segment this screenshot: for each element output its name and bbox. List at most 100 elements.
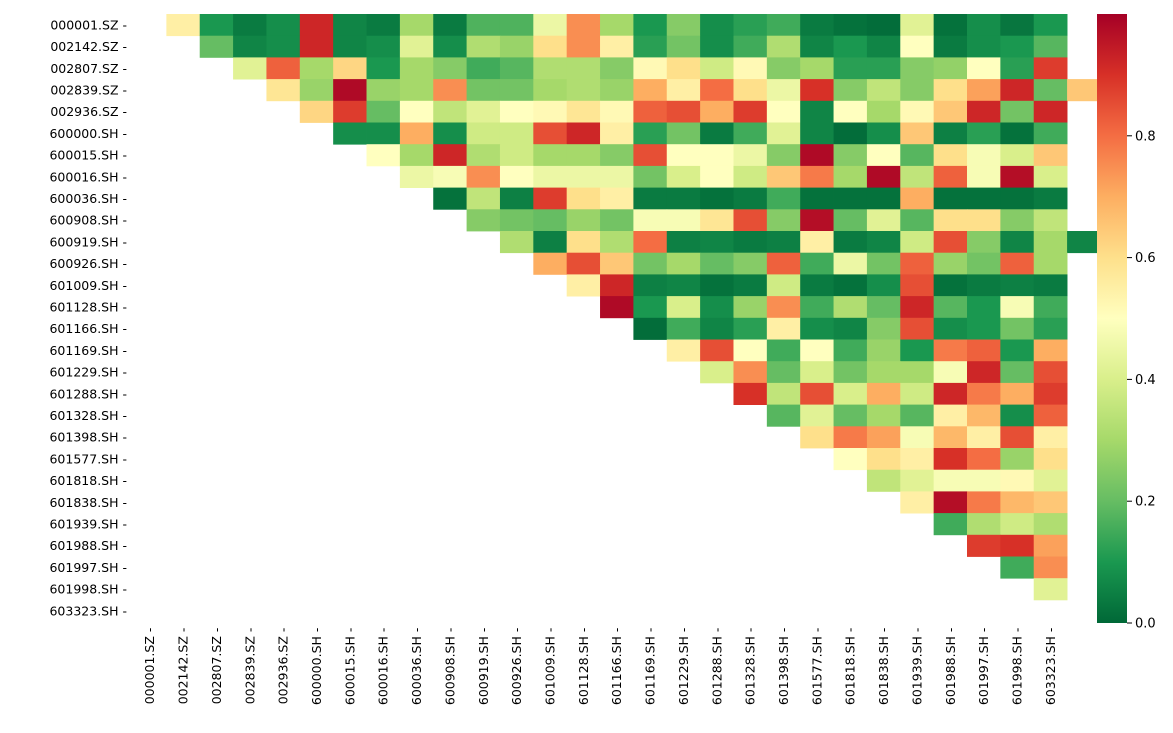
heatmap-cell: [733, 122, 768, 145]
heatmap-cell: [733, 339, 768, 362]
heatmap-cell: [800, 209, 834, 232]
heatmap-cell: [900, 404, 935, 427]
heatmap-cell: [399, 122, 434, 145]
heatmap-cell: [1033, 556, 1068, 579]
heatmap-cell: [866, 274, 901, 297]
colorbar-tick-label: 0.0: [1135, 617, 1156, 632]
heatmap-cell: [333, 35, 367, 58]
heatmap-cell: [1033, 231, 1068, 254]
x-tick-label: 601988.SH -: [943, 628, 958, 706]
heatmap-cell: [800, 361, 834, 384]
heatmap-cell: [399, 79, 434, 102]
heatmap-cell: [600, 165, 634, 188]
x-tick-label: 002142.SZ -: [176, 628, 191, 705]
heatmap-cell: [466, 35, 501, 58]
heatmap-cell: [1000, 14, 1035, 37]
heatmap-cell: [499, 209, 534, 232]
heatmap-cell: [166, 14, 201, 37]
heatmap-cell: [933, 513, 968, 536]
heatmap-cell: [766, 187, 801, 210]
heatmap-cell: [766, 339, 801, 362]
colorbar-tick-label: 0.2: [1135, 495, 1156, 510]
heatmap-cell: [666, 209, 701, 232]
heatmap-cell: [766, 404, 801, 427]
heatmap-cell: [533, 252, 568, 275]
heatmap-cell: [766, 165, 801, 188]
heatmap-cell: [800, 274, 834, 297]
y-tick-label: 600015.SH -: [49, 148, 127, 163]
heatmap-cell: [233, 35, 267, 58]
heatmap-cell: [1000, 79, 1035, 102]
heatmap-cell: [967, 469, 1001, 492]
heatmap-cell: [566, 122, 601, 145]
heatmap-cell: [800, 404, 834, 427]
heatmap-cell: [466, 14, 501, 37]
heatmap-cell: [700, 317, 734, 340]
heatmap-cell: [766, 252, 801, 275]
heatmap-cell: [933, 382, 968, 405]
heatmap-cell: [766, 100, 801, 123]
heatmap-cell: [1033, 361, 1068, 384]
heatmap-cell: [866, 404, 901, 427]
heatmap-cell: [833, 448, 868, 471]
heatmap-cell: [566, 100, 601, 123]
x-tick-label: 601997.SH -: [976, 628, 991, 706]
heatmap-cell: [266, 14, 301, 37]
heatmap-cell: [766, 317, 801, 340]
heatmap-cell: [967, 317, 1001, 340]
heatmap-cell: [266, 57, 301, 80]
y-tick-label: 601288.SH -: [49, 386, 127, 401]
y-tick-label: 601577.SH -: [49, 451, 127, 466]
heatmap-cell: [900, 274, 935, 297]
heatmap-cell: [967, 274, 1001, 297]
x-tick-label: 600036.SH -: [409, 628, 424, 706]
y-tick-label: 600016.SH -: [49, 169, 127, 184]
y-tick-label: 002142.SZ -: [50, 39, 127, 54]
heatmap-cell: [366, 35, 401, 58]
heatmap-cell: [900, 14, 935, 37]
heatmap-cell: [833, 274, 868, 297]
heatmap-cell: [666, 165, 701, 188]
y-tick-label: 601009.SH -: [49, 278, 127, 293]
heatmap-cell: [600, 209, 634, 232]
heatmap-cell: [766, 122, 801, 145]
heatmap-cell: [499, 35, 534, 58]
heatmap-cell: [1033, 14, 1068, 37]
heatmap-cell: [733, 231, 768, 254]
heatmap-cell: [566, 14, 601, 37]
heatmap-cell: [666, 231, 701, 254]
heatmap-cell: [1000, 426, 1035, 449]
heatmap-cell: [1033, 57, 1068, 80]
heatmap-cell: [266, 79, 301, 102]
heatmap-cell: [866, 231, 901, 254]
heatmap-cell: [866, 361, 901, 384]
heatmap-cell: [866, 79, 901, 102]
heatmap-cell: [833, 426, 868, 449]
heatmap-cell: [766, 209, 801, 232]
heatmap-cell: [1000, 317, 1035, 340]
heatmap-cell: [633, 274, 668, 297]
heatmap-cell: [700, 209, 734, 232]
heatmap-cell: [466, 100, 501, 123]
heatmap-cell: [766, 274, 801, 297]
y-tick-label: 601328.SH -: [49, 408, 127, 423]
heatmap-cell: [833, 209, 868, 232]
heatmap-cell: [700, 14, 734, 37]
heatmap-cell: [1000, 469, 1035, 492]
heatmap-cell: [1033, 404, 1068, 427]
heatmap-cell: [933, 448, 968, 471]
heatmap-cell: [399, 165, 434, 188]
heatmap-cell: [700, 296, 734, 319]
heatmap-cell: [800, 122, 834, 145]
heatmap-cell: [566, 209, 601, 232]
heatmap-cell: [967, 144, 1001, 167]
heatmap-cell: [967, 57, 1001, 80]
heatmap-cell: [600, 296, 634, 319]
heatmap-cell: [933, 165, 968, 188]
heatmap-cell: [366, 144, 401, 167]
heatmap-cell: [533, 165, 568, 188]
heatmap-cell: [633, 296, 668, 319]
heatmap-cell: [967, 296, 1001, 319]
y-tick-label: 002839.SZ -: [50, 82, 127, 97]
heatmap-cell: [299, 35, 334, 58]
